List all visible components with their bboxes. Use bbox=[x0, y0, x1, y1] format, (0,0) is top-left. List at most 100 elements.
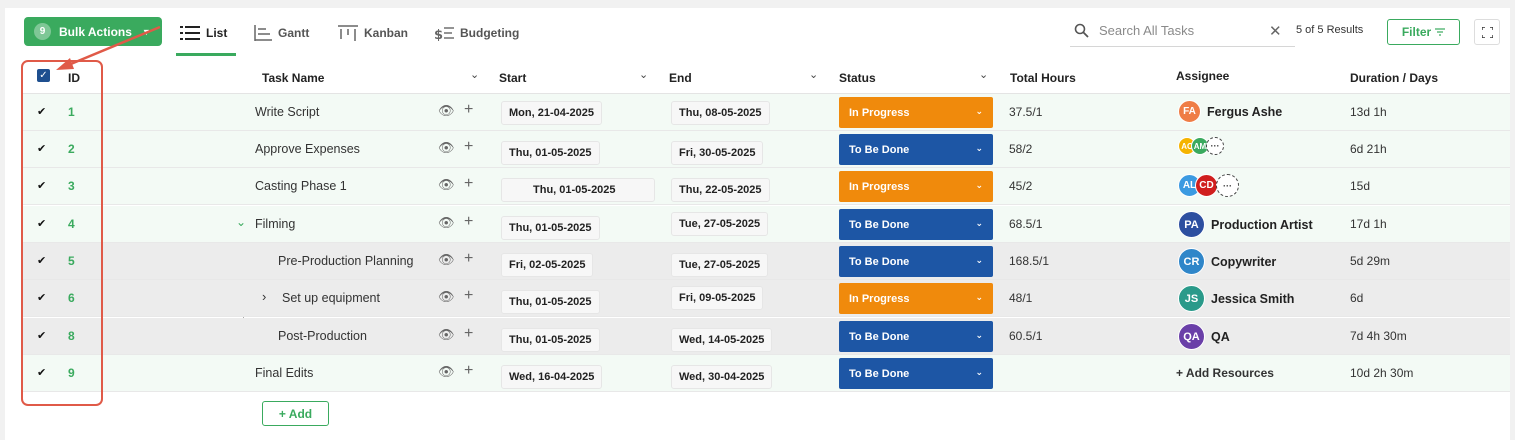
status-dropdown[interactable]: In Progress ⌄ bbox=[839, 283, 993, 314]
assignee-cell[interactable]: AL CD ··· bbox=[1178, 174, 1239, 197]
expand-chevron-icon[interactable]: › bbox=[262, 289, 267, 304]
task-name[interactable]: Approve Expenses bbox=[255, 142, 360, 156]
eye-icon[interactable]: 👁 bbox=[438, 289, 455, 304]
end-date[interactable]: Thu, 22-05-2025 bbox=[671, 178, 770, 202]
table-row[interactable]: ✔ 4 ⌄ Filming 👁 + Thu, 01-05-2025 Tue, 2… bbox=[22, 206, 1510, 243]
start-date[interactable]: Thu, 01-05-2025 bbox=[501, 216, 600, 240]
row-checkbox[interactable]: ✔ bbox=[37, 292, 47, 304]
chevron-down-icon[interactable]: ⌄ bbox=[639, 69, 649, 81]
add-subtask-icon[interactable]: + bbox=[464, 213, 474, 230]
task-id[interactable]: 2 bbox=[68, 142, 75, 156]
tab-kanban[interactable]: Kanban bbox=[338, 22, 408, 44]
table-row[interactable]: ✔ 5 Pre-Production Planning 👁 + Fri, 02-… bbox=[22, 243, 1510, 280]
add-subtask-icon[interactable]: + bbox=[464, 138, 474, 155]
task-id[interactable]: 4 bbox=[68, 217, 75, 231]
end-date[interactable]: Thu, 08-05-2025 bbox=[671, 101, 770, 125]
task-id[interactable]: 5 bbox=[68, 254, 75, 268]
add-subtask-icon[interactable]: + bbox=[464, 325, 474, 342]
eye-icon[interactable]: 👁 bbox=[438, 327, 455, 342]
row-checkbox[interactable]: ✔ bbox=[37, 255, 47, 267]
add-resources-link[interactable]: + Add Resources bbox=[1176, 366, 1274, 380]
start-date[interactable]: Mon, 21-04-2025 bbox=[501, 101, 602, 125]
status-dropdown[interactable]: To Be Done ⌄ bbox=[839, 321, 993, 352]
eye-icon[interactable]: 👁 bbox=[438, 215, 455, 230]
eye-icon[interactable]: 👁 bbox=[438, 252, 455, 267]
add-subtask-icon[interactable]: + bbox=[464, 175, 474, 192]
end-date[interactable]: Wed, 30-04-2025 bbox=[671, 365, 773, 389]
col-duration[interactable]: Duration / Days bbox=[1350, 71, 1439, 85]
end-date[interactable]: Tue, 27-05-2025 bbox=[671, 212, 769, 236]
col-task-name[interactable]: Task Name bbox=[262, 71, 325, 85]
col-start[interactable]: Start bbox=[499, 71, 527, 85]
assignee-cell[interactable]: PA Production Artist bbox=[1178, 211, 1313, 238]
eye-icon[interactable]: 👁 bbox=[438, 364, 455, 379]
status-dropdown[interactable]: To Be Done ⌄ bbox=[839, 209, 993, 240]
task-name[interactable]: Filming bbox=[255, 217, 296, 231]
collapse-chevron-icon[interactable]: ⌄ bbox=[236, 215, 247, 229]
table-row[interactable]: ✔ 1 Write Script 👁 + Mon, 21-04-2025 Thu… bbox=[22, 94, 1510, 131]
end-date[interactable]: Fri, 30-05-2025 bbox=[671, 141, 764, 165]
task-id[interactable]: 6 bbox=[68, 291, 75, 305]
status-dropdown[interactable]: To Be Done ⌄ bbox=[839, 134, 993, 165]
col-assignee[interactable]: Assignee bbox=[1176, 69, 1230, 83]
select-all-checkbox[interactable]: ✓ bbox=[37, 69, 50, 82]
status-dropdown[interactable]: In Progress ⌄ bbox=[839, 171, 993, 202]
add-subtask-icon[interactable]: + bbox=[464, 362, 474, 379]
table-row[interactable]: ✔ 2 Approve Expenses 👁 + Thu, 01-05-2025… bbox=[22, 131, 1510, 168]
start-date[interactable]: Thu, 01-05-2025 bbox=[501, 141, 600, 165]
start-date[interactable]: Fri, 02-05-2025 bbox=[501, 253, 594, 277]
task-id[interactable]: 1 bbox=[68, 105, 75, 119]
task-name[interactable]: Post-Production bbox=[278, 329, 367, 343]
table-row[interactable]: ✔ 3 Casting Phase 1 👁 + Thu, 01-05-2025 … bbox=[22, 168, 1510, 205]
assignee-cell[interactable]: FA Fergus Ashe bbox=[1178, 100, 1282, 123]
task-name[interactable]: Casting Phase 1 bbox=[255, 179, 347, 193]
row-checkbox[interactable]: ✔ bbox=[37, 106, 47, 118]
search-input[interactable] bbox=[1099, 23, 1259, 38]
assignee-cell[interactable]: AC AM ··· bbox=[1178, 137, 1224, 155]
col-id[interactable]: ID bbox=[68, 71, 80, 85]
status-dropdown[interactable]: In Progress ⌄ bbox=[839, 97, 993, 128]
end-date[interactable]: Fri, 09-05-2025 bbox=[671, 286, 764, 310]
chevron-down-icon[interactable]: ⌄ bbox=[809, 69, 819, 81]
task-name[interactable]: Pre-Production Planning bbox=[278, 254, 414, 268]
status-dropdown[interactable]: To Be Done ⌄ bbox=[839, 358, 993, 389]
tab-budgeting[interactable]: $ Budgeting bbox=[434, 22, 519, 44]
task-name[interactable]: Write Script bbox=[255, 105, 320, 119]
chevron-down-icon[interactable]: ⌄ bbox=[979, 69, 989, 81]
start-date[interactable]: Thu, 01-05-2025 bbox=[501, 328, 600, 352]
row-checkbox[interactable]: ✔ bbox=[37, 367, 47, 379]
eye-icon[interactable]: 👁 bbox=[438, 103, 455, 118]
add-subtask-icon[interactable]: + bbox=[464, 287, 474, 304]
filter-button[interactable]: Filter bbox=[1387, 19, 1460, 45]
bulk-actions-button[interactable]: 9 Bulk Actions ▼ bbox=[24, 17, 162, 46]
start-date[interactable]: Thu, 01-05-2025 bbox=[501, 178, 655, 202]
clear-search-icon[interactable]: ✕ bbox=[1269, 22, 1282, 40]
table-row[interactable]: ✔ 8 Post-Production 👁 + Thu, 01-05-2025 … bbox=[22, 318, 1510, 355]
row-checkbox[interactable]: ✔ bbox=[37, 330, 47, 342]
eye-icon[interactable]: 👁 bbox=[438, 177, 455, 192]
start-date[interactable]: Wed, 16-04-2025 bbox=[501, 365, 603, 389]
add-subtask-icon[interactable]: + bbox=[464, 101, 474, 118]
task-name[interactable]: Set up equipment bbox=[282, 291, 380, 305]
task-id[interactable]: 8 bbox=[68, 329, 75, 343]
assignee-cell[interactable]: QA QA bbox=[1178, 323, 1230, 350]
add-subtask-icon[interactable]: + bbox=[464, 250, 474, 267]
row-checkbox[interactable]: ✔ bbox=[37, 180, 47, 192]
chevron-down-icon[interactable]: ⌄ bbox=[470, 69, 480, 81]
start-date[interactable]: Thu, 01-05-2025 bbox=[501, 290, 600, 314]
task-name[interactable]: Final Edits bbox=[255, 366, 314, 380]
col-end[interactable]: End bbox=[669, 71, 692, 85]
col-status[interactable]: Status bbox=[839, 71, 876, 85]
assignee-cell[interactable]: CR Copywriter bbox=[1178, 248, 1276, 275]
end-date[interactable]: Wed, 14-05-2025 bbox=[671, 328, 773, 352]
status-dropdown[interactable]: To Be Done ⌄ bbox=[839, 246, 993, 277]
end-date[interactable]: Tue, 27-05-2025 bbox=[671, 253, 769, 277]
add-task-button[interactable]: + Add bbox=[262, 401, 329, 426]
task-id[interactable]: 9 bbox=[68, 366, 75, 380]
task-id[interactable]: 3 bbox=[68, 179, 75, 193]
tab-gantt[interactable]: Gantt bbox=[254, 22, 309, 44]
assignee-cell[interactable]: JS Jessica Smith bbox=[1178, 285, 1294, 312]
row-checkbox[interactable]: ✔ bbox=[37, 218, 47, 230]
table-row[interactable]: ✔ 9 Final Edits 👁 + Wed, 16-04-2025 Wed,… bbox=[22, 355, 1510, 392]
col-total-hours[interactable]: Total Hours bbox=[1010, 71, 1076, 85]
